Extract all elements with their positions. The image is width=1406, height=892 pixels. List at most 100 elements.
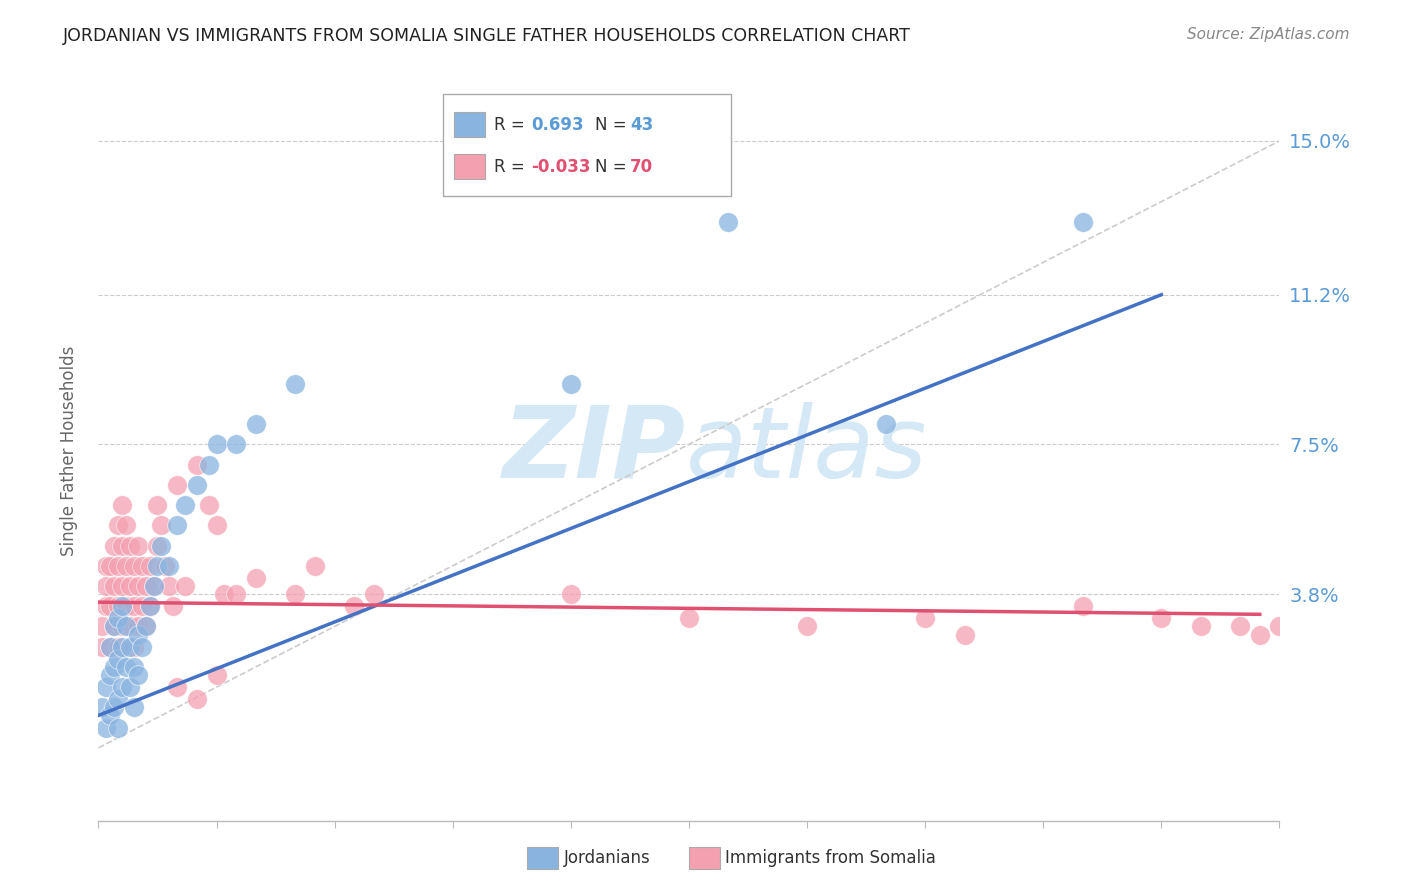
Point [1071, 215, 1094, 229]
Point [127, 619, 149, 633]
Text: ZIP: ZIP [503, 402, 686, 499]
Point [1249, 627, 1271, 641]
Point [107, 721, 129, 735]
Point [304, 558, 326, 573]
Point [107, 599, 129, 614]
Point [98, 708, 121, 723]
Text: N =: N = [595, 116, 631, 134]
Point [146, 539, 169, 553]
Point [205, 437, 228, 451]
Point [111, 619, 134, 633]
Point [142, 579, 165, 593]
Point [166, 518, 188, 533]
Point [127, 668, 149, 682]
Point [122, 558, 145, 573]
Point [118, 619, 141, 633]
Point [146, 498, 169, 512]
Point [118, 680, 141, 694]
Point [138, 599, 160, 614]
Point [146, 558, 169, 573]
Point [103, 619, 125, 633]
Text: R =: R = [494, 158, 530, 176]
Point [98, 640, 121, 654]
Point [186, 478, 208, 492]
Point [155, 558, 177, 573]
Point [225, 587, 247, 601]
Point [98, 599, 121, 614]
Point [111, 539, 134, 553]
Text: R =: R = [494, 116, 530, 134]
Point [186, 458, 208, 472]
Point [284, 376, 307, 391]
Point [91, 700, 114, 714]
Point [122, 640, 145, 654]
Point [107, 518, 129, 533]
Point [166, 478, 188, 492]
Text: 70: 70 [630, 158, 652, 176]
Point [205, 668, 228, 682]
Point [135, 619, 157, 633]
Point [103, 660, 125, 674]
Point [131, 599, 153, 614]
Point [111, 640, 134, 654]
Point [197, 498, 219, 512]
Point [796, 619, 818, 633]
Text: JORDANIAN VS IMMIGRANTS FROM SOMALIA SINGLE FATHER HOUSEHOLDS CORRELATION CHART: JORDANIAN VS IMMIGRANTS FROM SOMALIA SIN… [63, 27, 911, 45]
Point [98, 558, 121, 573]
Point [1189, 619, 1212, 633]
Point [103, 539, 125, 553]
Point [166, 680, 188, 694]
Point [205, 518, 228, 533]
Point [138, 599, 160, 614]
Point [103, 579, 125, 593]
Point [107, 640, 129, 654]
Point [150, 518, 173, 533]
Point [131, 640, 153, 654]
Text: atlas: atlas [686, 402, 928, 499]
Point [111, 498, 134, 512]
Point [111, 579, 134, 593]
Point [135, 619, 157, 633]
Point [343, 599, 366, 614]
Point [122, 599, 145, 614]
Text: Jordanians: Jordanians [564, 849, 651, 867]
Point [118, 539, 141, 553]
Point [131, 558, 153, 573]
Point [560, 376, 582, 391]
Point [111, 599, 134, 614]
Point [157, 558, 180, 573]
Point [174, 498, 197, 512]
Point [162, 599, 184, 614]
Point [98, 640, 121, 654]
Point [115, 619, 138, 633]
Point [142, 579, 165, 593]
Point [118, 579, 141, 593]
Point [96, 558, 118, 573]
Point [284, 587, 307, 601]
Point [186, 692, 208, 706]
Point [174, 579, 197, 593]
Point [157, 579, 180, 593]
Point [953, 627, 976, 641]
Text: Source: ZipAtlas.com: Source: ZipAtlas.com [1187, 27, 1350, 42]
Point [115, 660, 138, 674]
Point [107, 652, 129, 666]
Point [678, 611, 700, 625]
Point [135, 579, 157, 593]
Point [875, 417, 897, 432]
Text: 0.693: 0.693 [531, 116, 583, 134]
Point [197, 458, 219, 472]
Point [914, 611, 936, 625]
Point [103, 619, 125, 633]
Point [717, 215, 740, 229]
Point [96, 680, 118, 694]
Point [245, 571, 267, 585]
Point [127, 579, 149, 593]
Point [98, 668, 121, 682]
Point [127, 539, 149, 553]
Point [1268, 619, 1291, 633]
Point [107, 611, 129, 625]
Point [115, 518, 138, 533]
Point [103, 700, 125, 714]
Point [96, 579, 118, 593]
